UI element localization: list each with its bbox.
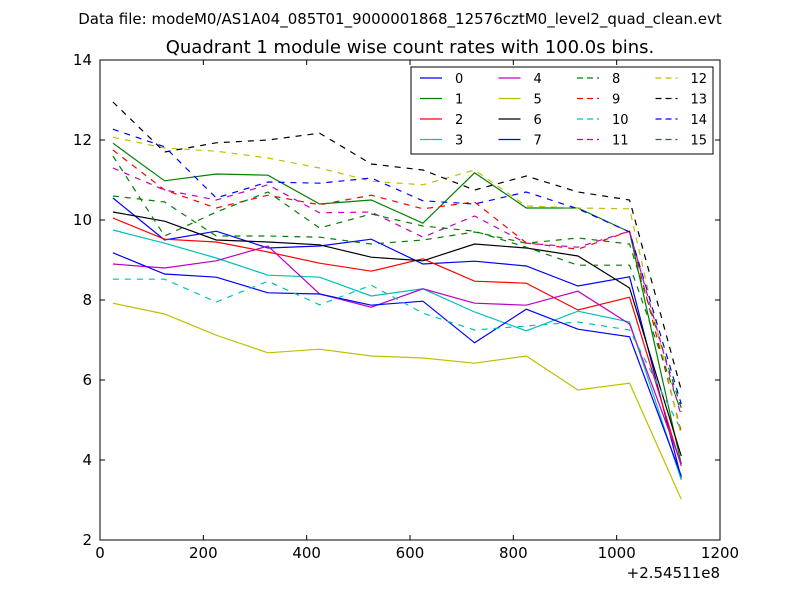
suptitle: Data file: modeM0/AS1A04_085T01_90000018… bbox=[78, 10, 722, 29]
legend-label-13: 13 bbox=[691, 93, 708, 108]
y-tick-label: 8 bbox=[82, 291, 92, 309]
legend-label-7: 7 bbox=[534, 134, 542, 149]
y-tick-label: 2 bbox=[82, 531, 92, 549]
series-line-6 bbox=[112, 211, 682, 457]
series-line-15 bbox=[112, 155, 682, 413]
legend-label-3: 3 bbox=[455, 134, 463, 149]
x-tick-label: 1200 bbox=[701, 544, 739, 562]
series-line-10 bbox=[112, 278, 682, 431]
y-tick-label: 4 bbox=[82, 451, 92, 469]
legend-label-15: 15 bbox=[691, 134, 708, 149]
x-tick-label: 1000 bbox=[598, 544, 636, 562]
chart-title: Quadrant 1 module wise count rates with … bbox=[166, 37, 655, 58]
legend-label-4: 4 bbox=[534, 72, 542, 87]
legend-label-9: 9 bbox=[612, 93, 620, 108]
series-line-9 bbox=[112, 149, 682, 433]
x-offset-label: +2.54511e8 bbox=[627, 564, 720, 582]
legend-label-5: 5 bbox=[534, 93, 542, 108]
legend-label-8: 8 bbox=[612, 72, 620, 87]
legend-label-1: 1 bbox=[455, 93, 463, 108]
y-tick-label: 12 bbox=[73, 131, 92, 149]
series-line-0 bbox=[112, 197, 682, 479]
series-line-2 bbox=[112, 217, 682, 467]
legend-label-0: 0 bbox=[455, 72, 463, 87]
x-tick-label: 600 bbox=[396, 544, 425, 562]
y-tick-label: 14 bbox=[73, 51, 92, 69]
series-line-11 bbox=[112, 167, 682, 417]
series-line-3 bbox=[112, 229, 682, 481]
x-tick-label: 0 bbox=[95, 544, 105, 562]
legend-label-11: 11 bbox=[612, 134, 629, 149]
legend-label-10: 10 bbox=[612, 113, 629, 128]
series-line-5 bbox=[112, 302, 682, 500]
legend-label-12: 12 bbox=[691, 72, 708, 87]
legend-label-14: 14 bbox=[691, 113, 708, 128]
series-line-13 bbox=[112, 101, 682, 391]
y-tick-label: 6 bbox=[82, 371, 92, 389]
x-tick-label: 800 bbox=[499, 544, 528, 562]
x-tick-label: 400 bbox=[292, 544, 321, 562]
legend-label-6: 6 bbox=[534, 113, 542, 128]
series-line-14 bbox=[112, 128, 682, 405]
legend-label-2: 2 bbox=[455, 113, 463, 128]
series-line-7 bbox=[112, 252, 682, 477]
series-line-12 bbox=[112, 136, 682, 437]
legend-box bbox=[410, 66, 714, 155]
series-layer bbox=[112, 101, 682, 500]
series-line-1 bbox=[112, 142, 682, 465]
x-tick-label: 200 bbox=[189, 544, 218, 562]
y-tick-label: 10 bbox=[73, 211, 92, 229]
series-line-4 bbox=[112, 245, 682, 465]
